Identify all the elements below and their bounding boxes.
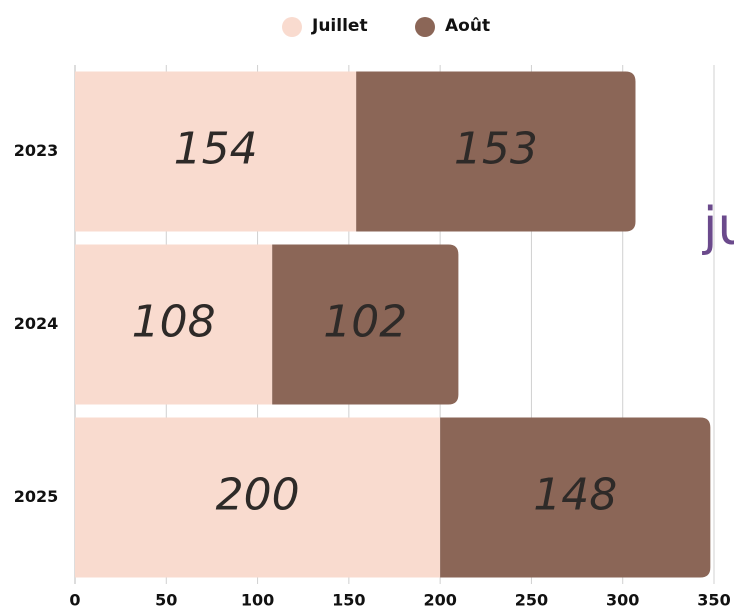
bar <box>75 71 357 232</box>
y-tick-label: 2025 <box>14 487 59 506</box>
y-tick-label: 2024 <box>14 314 59 333</box>
value-label: 102 <box>323 297 407 348</box>
value-label: 148 <box>533 470 617 521</box>
value-label: 153 <box>454 124 538 175</box>
bar <box>440 417 711 578</box>
y-tick-label: 2023 <box>14 141 59 160</box>
legend-marker <box>282 17 302 37</box>
x-tick-label: 300 <box>606 591 639 608</box>
bar <box>75 244 273 405</box>
x-tick-label: 200 <box>423 591 456 608</box>
value-label: 108 <box>132 297 216 348</box>
legend-label: Juillet <box>311 16 368 36</box>
bar <box>356 71 636 232</box>
x-tick-label: 50 <box>155 591 177 608</box>
x-tick-label: 250 <box>515 591 548 608</box>
legend-label: Août <box>445 16 490 36</box>
annotation: ju <box>702 197 734 257</box>
x-tick-label: 0 <box>69 591 80 608</box>
value-label: 154 <box>174 124 258 175</box>
bar <box>75 417 441 578</box>
x-tick-label: 100 <box>241 591 274 608</box>
x-tick-label: 150 <box>332 591 365 608</box>
x-tick-label: 350 <box>697 591 730 608</box>
bars <box>75 71 711 578</box>
legend-marker <box>415 17 435 37</box>
bar <box>272 244 459 405</box>
value-label: 200 <box>216 470 300 521</box>
